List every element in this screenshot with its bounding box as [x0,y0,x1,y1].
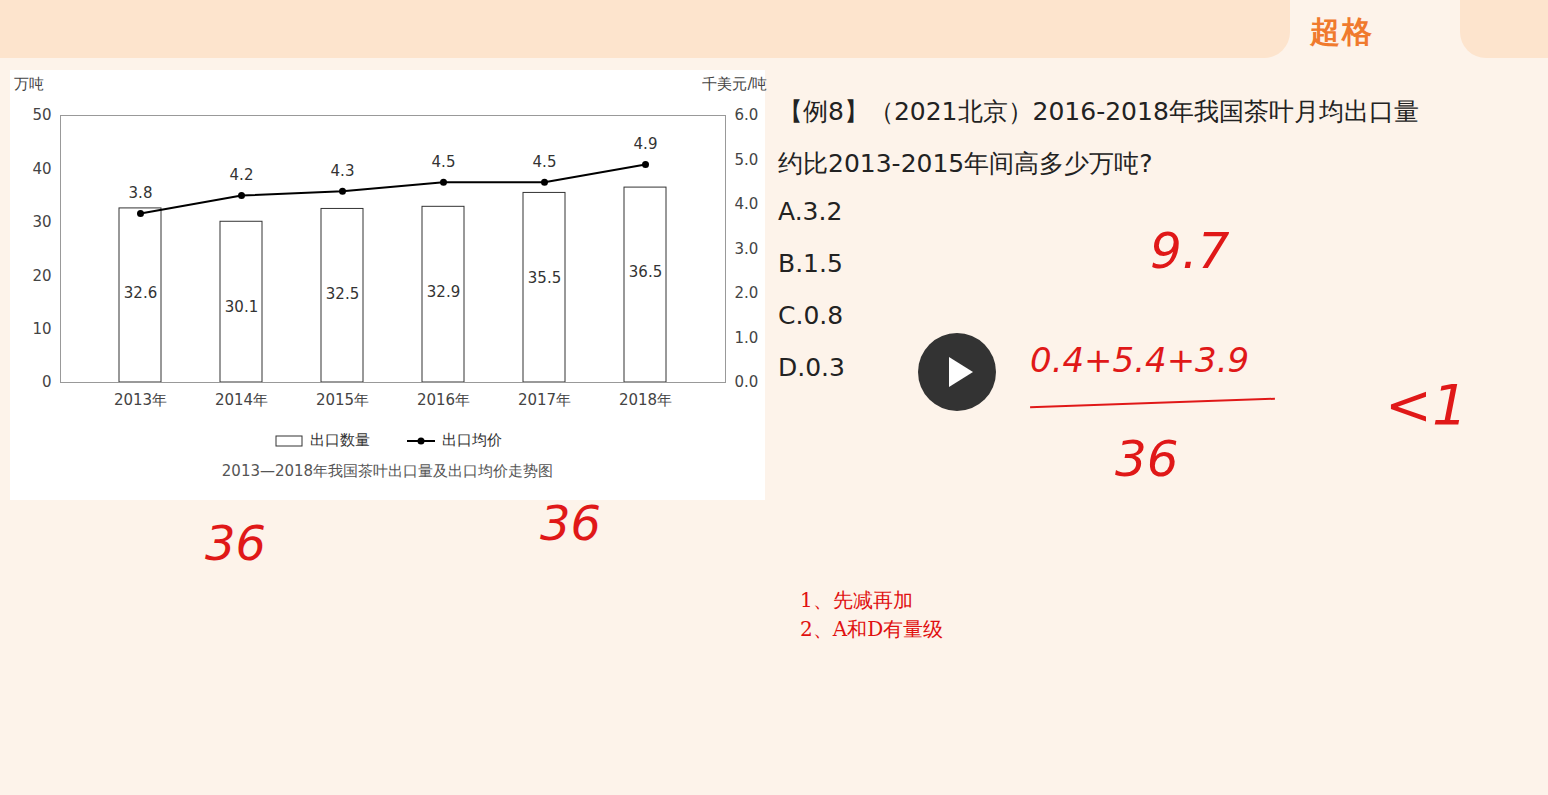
svg-text:32.9: 32.9 [427,283,460,301]
html-text:1、先减再加: 1、先减再加 [800,588,913,612]
svg-text:50: 50 [32,106,51,124]
html-text:A.3.2: A.3.2 [778,197,843,226]
svg-text:32.5: 32.5 [326,285,359,303]
svg-text:2.0: 2.0 [735,284,759,302]
html-text:C.0.8: C.0.8 [778,301,844,330]
svg-text:4.5: 4.5 [533,153,557,171]
html-text:【例8】（2021北京）2016-2018年我国茶叶月均出口: 【例8】（2021北京）2016-2018年我国茶叶月均出口量 [778,97,1419,126]
svg-text:20: 20 [32,267,51,285]
svg-text:32.6: 32.6 [124,284,157,302]
html-text:0.4+5.4+3.9: 0.4+5.4+3.9 [1030,340,1250,380]
html-text:<1: <1 [1385,372,1468,437]
svg-text:4.2: 4.2 [230,166,254,184]
svg-text:2014年: 2014年 [215,391,268,409]
html-text:D.0.3: D.0.3 [778,353,845,382]
html-text:2013—2018年我国茶叶出口量及出口均价走势图: 2013—2018年我国茶叶出口量及出口均价走势图 [221,462,554,480]
svg-text:2018年: 2018年 [619,391,672,409]
svg-text:3.8: 3.8 [129,184,153,202]
svg-text:2013年: 2013年 [114,391,167,409]
html-text:36: 36 [1115,430,1179,488]
svg-text:1.0: 1.0 [735,329,759,347]
svg-text:0: 0 [42,373,52,391]
html-text:2、A和D有量级: 2、A和D有量级 [800,617,944,641]
html-text:36: 36 [205,515,267,571]
svg-text:4.5: 4.5 [432,153,456,171]
html-text:B.1.5: B.1.5 [778,249,843,278]
html-text:超格: 超格 [1310,14,1374,49]
html-text:9.7: 9.7 [1150,222,1230,280]
svg-text:3.0: 3.0 [735,240,759,258]
svg-text:4.9: 4.9 [634,135,658,153]
html-text:出口数量: 出口数量 [309,431,370,449]
svg-text:2015年: 2015年 [316,391,369,409]
svg-text:5.0: 5.0 [735,151,759,169]
svg-text:35.5: 35.5 [528,269,561,287]
svg-text:0.0: 0.0 [735,373,759,391]
svg-text:千美元/吨: 千美元/吨 [702,75,767,93]
svg-text:40: 40 [32,160,51,178]
html-text:36: 36 [540,495,602,551]
svg-text:6.0: 6.0 [735,106,759,124]
svg-text:4.3: 4.3 [331,162,355,180]
svg-text:30.1: 30.1 [225,298,258,316]
svg-text:36.5: 36.5 [629,263,662,281]
html-text:约比2013-2015年间高多少万吨?: 约比2013-2015年间高多少万吨? [778,149,1153,178]
html-text:出口均价: 出口均价 [441,431,502,449]
svg-text:2016年: 2016年 [417,391,470,409]
svg-text:万吨: 万吨 [14,75,44,93]
svg-text:10: 10 [32,320,51,338]
svg-text:30: 30 [32,213,51,231]
svg-text:4.0: 4.0 [735,195,759,213]
svg-text:2017年: 2017年 [518,391,571,409]
